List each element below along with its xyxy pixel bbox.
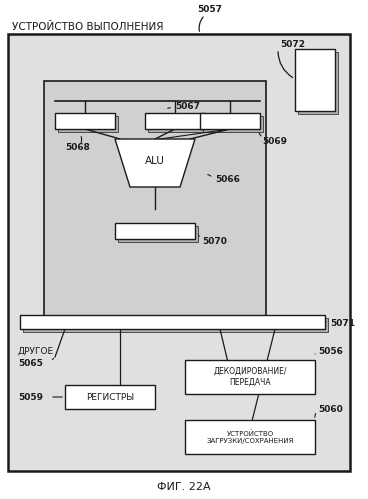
Text: 5072: 5072 [280,39,305,48]
Bar [22,317,328,331]
Bar [148,115,208,132]
Bar [185,360,315,394]
Text: ДЕКОДИРОВАНИЕ/
ПЕРЕДАЧА: ДЕКОДИРОВАНИЕ/ ПЕРЕДАЧА [213,367,287,387]
Bar [185,420,315,454]
Text: 5057: 5057 [198,4,223,13]
Bar [57,115,117,132]
Bar [8,34,350,471]
Text: ALU: ALU [145,156,165,166]
Text: 5059: 5059 [18,393,43,402]
Text: УСТРОЙСТВО
ЗАГРУЗКИ/СОХРАНЕНИЯ: УСТРОЙСТВО ЗАГРУЗКИ/СОХРАНЕНИЯ [206,430,294,444]
Text: 5067: 5067 [175,101,200,110]
Text: 5071: 5071 [330,318,355,327]
Bar [55,113,115,129]
Text: ДРУГОЕ: ДРУГОЕ [18,346,54,355]
Text: 5065: 5065 [18,358,43,367]
Bar [297,51,337,113]
Text: 5069: 5069 [262,137,287,146]
Bar [44,81,266,321]
Text: ФИГ. 22А: ФИГ. 22А [157,482,211,492]
Text: 5070: 5070 [202,237,227,246]
Bar [202,115,262,132]
Bar [200,113,260,129]
Bar [145,113,205,129]
Bar [65,385,155,409]
Bar [295,49,335,111]
Text: 5056: 5056 [318,346,343,355]
Polygon shape [115,139,195,187]
Text: 5066: 5066 [215,175,240,184]
Bar [115,223,195,239]
Text: УСТРОЙСТВО ВЫПОЛНЕНИЯ: УСТРОЙСТВО ВЫПОЛНЕНИЯ [12,22,163,32]
Text: 5060: 5060 [318,405,343,414]
Text: РЕГИСТРЫ: РЕГИСТРЫ [86,393,134,402]
Text: 5068: 5068 [65,143,90,152]
Bar [20,315,325,329]
Bar [117,226,198,242]
